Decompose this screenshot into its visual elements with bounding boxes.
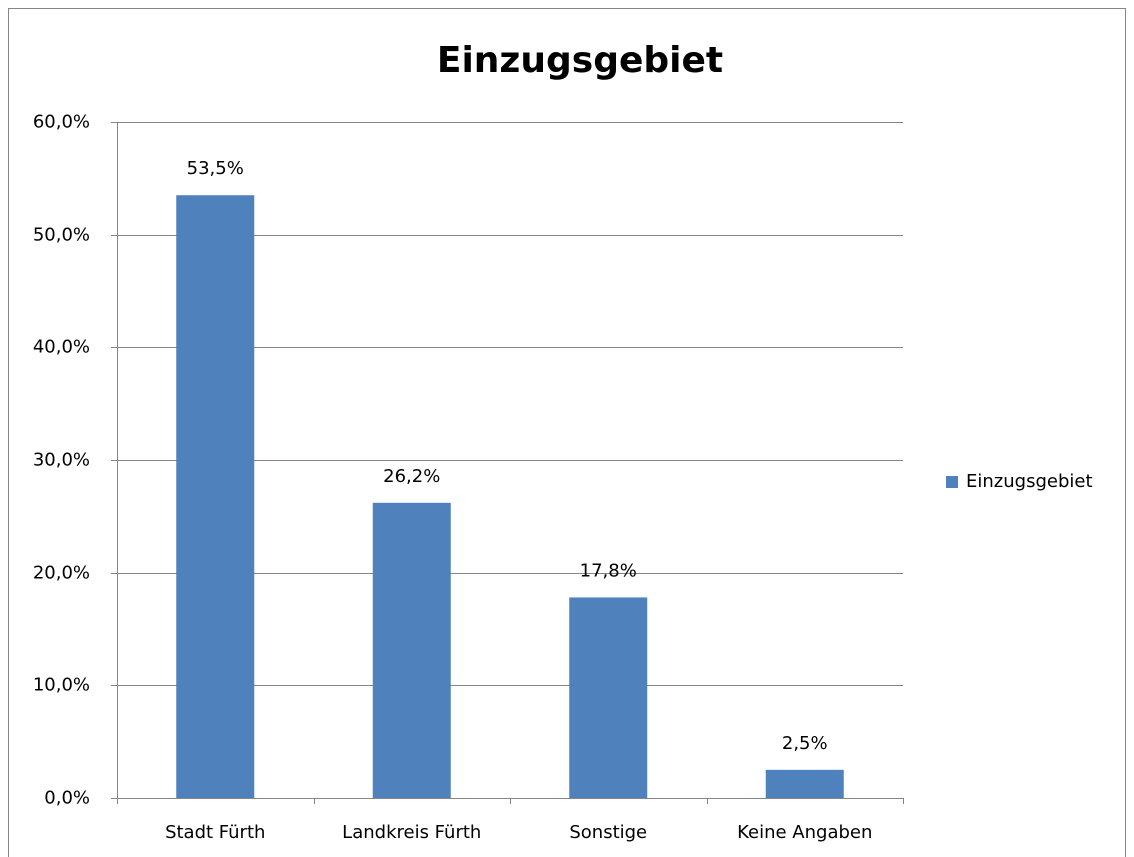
bar [569, 597, 648, 798]
y-tick-label: 30,0% [33, 450, 90, 471]
chart-frame [8, 8, 1126, 857]
y-tick-label: 40,0% [33, 337, 90, 358]
chart-title: Einzugsgebiet [437, 40, 723, 81]
y-tick-label: 0,0% [44, 788, 90, 809]
y-tick-label: 10,0% [33, 675, 90, 696]
legend-label: Einzugsgebiet [966, 471, 1093, 492]
data-label: 17,8% [580, 560, 637, 581]
y-tick-label: 60,0% [33, 112, 90, 133]
x-tick-label: Sonstige [569, 822, 647, 843]
data-label: 26,2% [383, 466, 440, 487]
y-tick-label: 50,0% [33, 225, 90, 246]
bar [372, 502, 451, 798]
bar [176, 195, 255, 798]
y-tick-label: 20,0% [33, 563, 90, 584]
bar [765, 769, 844, 798]
legend-swatch [946, 476, 958, 488]
data-label: 2,5% [782, 733, 828, 754]
x-tick-label: Keine Angaben [737, 822, 872, 843]
x-tick-label: Stadt Fürth [165, 822, 265, 843]
x-tick-label: Landkreis Fürth [342, 822, 481, 843]
data-label: 53,5% [187, 158, 244, 179]
